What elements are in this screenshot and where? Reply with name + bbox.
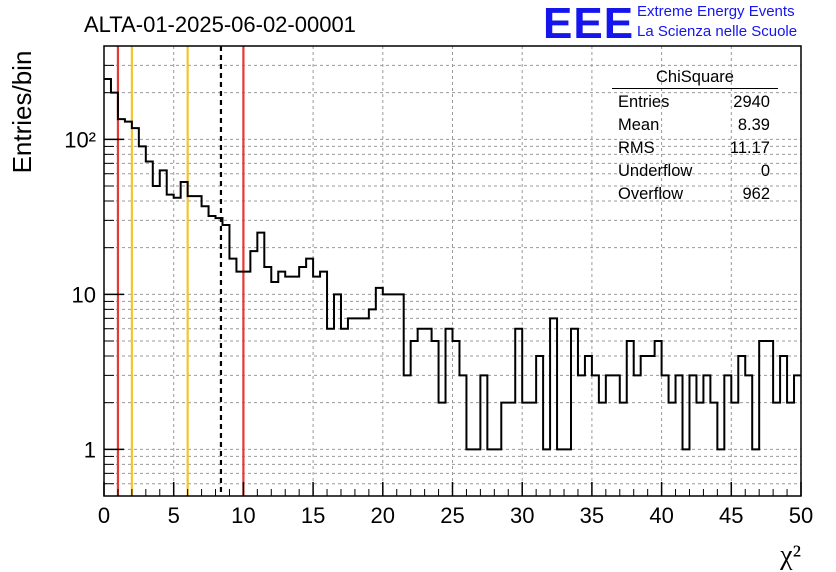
x-tick-label: 0 — [98, 503, 110, 528]
x-tick-label: 40 — [649, 503, 673, 528]
stats-box: ChiSquare Entries 2940 Mean 8.39 RMS 11.… — [612, 68, 778, 206]
stats-row-entries: Entries 2940 — [612, 91, 778, 114]
stats-label: RMS — [618, 139, 655, 157]
x-tick-label: 50 — [789, 503, 813, 528]
stats-value: 11.17 — [729, 139, 770, 157]
x-tick-label: 10 — [231, 503, 255, 528]
stats-title: ChiSquare — [612, 68, 778, 89]
logo-line-2: La Scienza nelle Scuole — [637, 23, 798, 40]
stats-value: 8.39 — [737, 116, 770, 134]
x-tick-label: 30 — [510, 503, 534, 528]
stats-row-overflow: Overflow 962 — [612, 183, 778, 206]
x-tick-label: 25 — [440, 503, 464, 528]
x-axis-label: χ² — [779, 540, 801, 571]
x-tick-label: 45 — [719, 503, 743, 528]
x-tick-label: 15 — [301, 503, 325, 528]
logo-line-1: Extreme Energy Events — [637, 3, 795, 20]
x-tick-label: 5 — [168, 503, 180, 528]
stats-row-mean: Mean 8.39 — [612, 114, 778, 137]
y-tick-label: 10² — [64, 127, 96, 152]
x-tick-label: 20 — [371, 503, 395, 528]
axis-ticks-layer: 0 5 10 15 20 25 30 35 40 45 50 1 10 10² — [64, 64, 813, 528]
chart-title: ALTA-01-2025-06-02-00001 — [84, 12, 356, 37]
stats-label: Overflow — [618, 185, 684, 203]
y-tick-label: 10 — [72, 282, 96, 307]
stats-row-rms: RMS 11.17 — [612, 137, 778, 160]
stats-label: Entries — [618, 93, 670, 111]
vertical-lines-layer — [116, 46, 245, 496]
histogram-series-line — [104, 78, 801, 451]
eee-logo: EEE — [543, 0, 635, 48]
stats-row-underflow: Underflow 0 — [612, 160, 778, 183]
x-tick-label: 35 — [580, 503, 604, 528]
stats-value: 2940 — [733, 93, 770, 111]
stats-value: 0 — [760, 162, 770, 180]
y-axis-label: Entries/bin — [7, 51, 37, 174]
eee-logo-text: Extreme Energy Events La Scienza nelle S… — [637, 2, 797, 42]
stats-value: 962 — [742, 185, 770, 203]
stats-label: Mean — [618, 116, 660, 134]
y-tick-label: 1 — [84, 437, 96, 462]
stats-label: Underflow — [618, 162, 693, 180]
